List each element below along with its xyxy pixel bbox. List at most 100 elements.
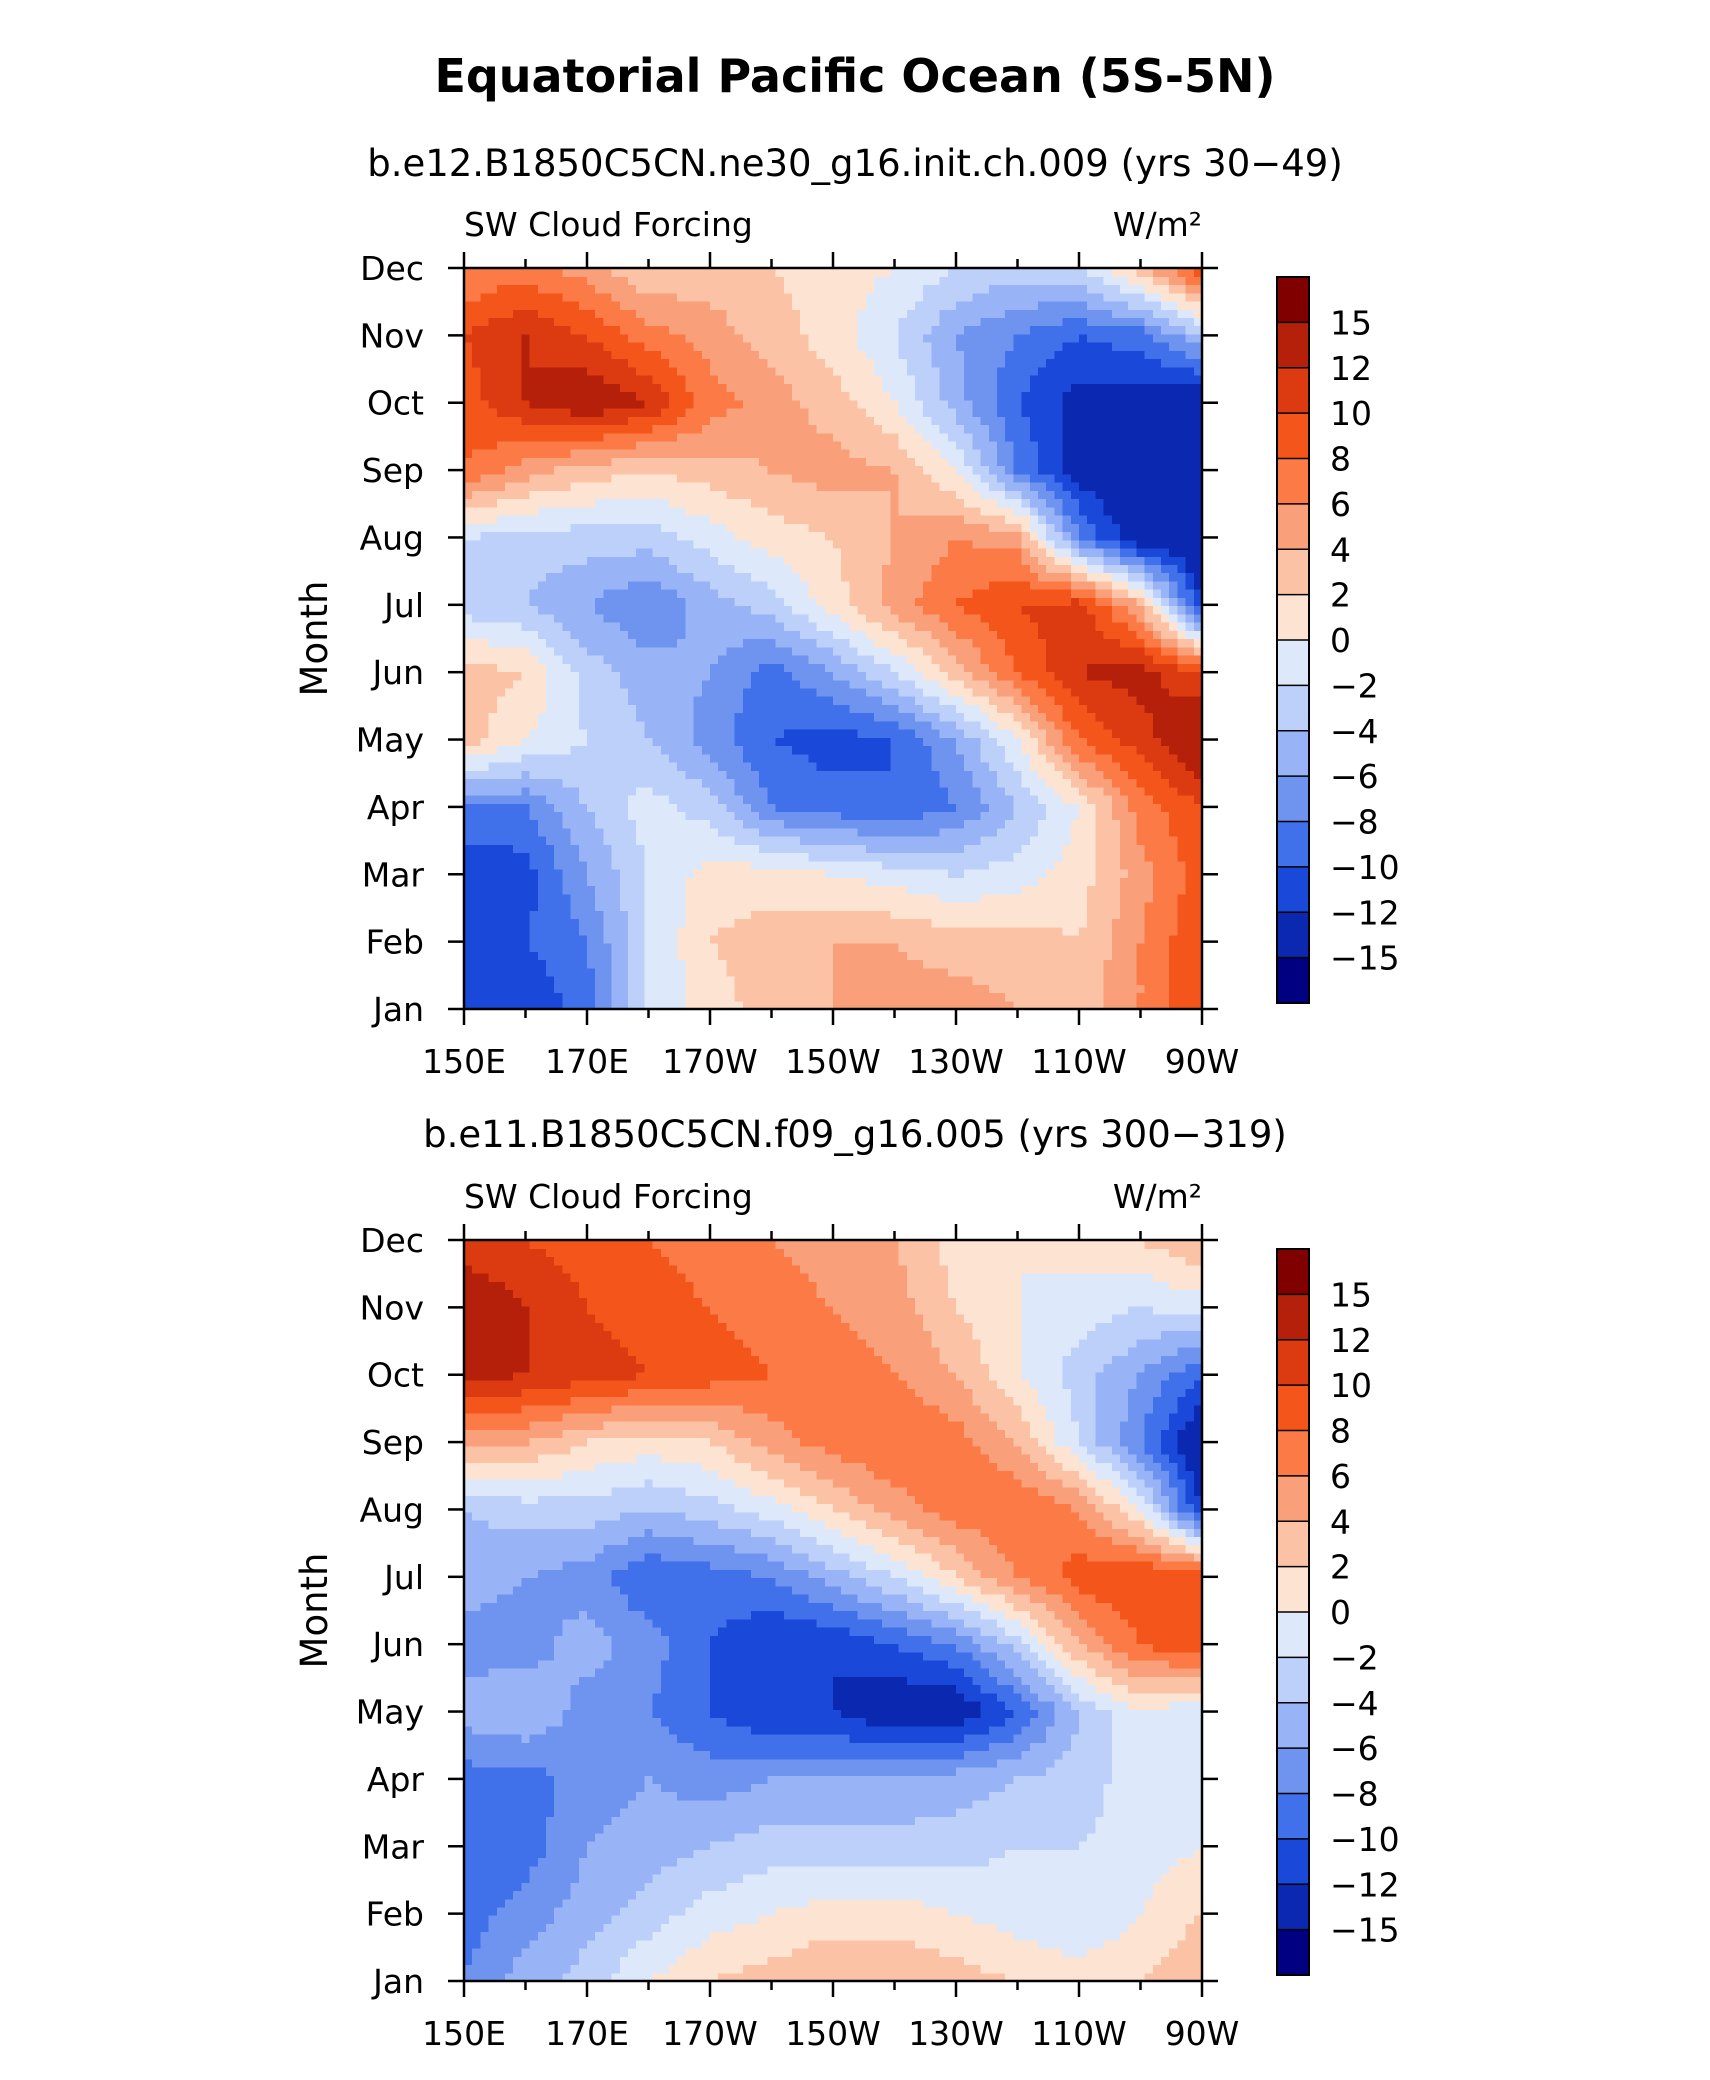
heatmap-cell xyxy=(472,877,481,887)
heatmap-cell xyxy=(767,696,777,705)
heatmap-cell xyxy=(972,910,982,920)
heatmap-cell xyxy=(800,934,809,944)
heatmap-cell xyxy=(1161,679,1170,689)
heatmap-cell xyxy=(956,819,965,829)
heatmap-cell xyxy=(841,654,850,664)
heatmap-cell xyxy=(742,943,752,952)
heatmap-cell xyxy=(513,901,522,911)
heatmap-cell xyxy=(1169,613,1178,623)
heatmap-cell xyxy=(464,687,473,697)
heatmap-cell xyxy=(775,836,785,845)
heatmap-cell xyxy=(800,572,809,582)
heatmap-cell xyxy=(685,827,695,837)
heatmap-cell xyxy=(464,959,473,969)
heatmap-cell xyxy=(1177,564,1187,574)
heatmap-cell xyxy=(874,671,883,681)
heatmap-cell xyxy=(1046,869,1055,878)
heatmap-cell xyxy=(956,704,965,714)
heatmap-cell xyxy=(578,893,588,903)
heatmap-cell xyxy=(792,572,801,582)
heatmap-cell xyxy=(783,844,793,854)
heatmap-cell xyxy=(595,547,604,557)
heatmap-cell xyxy=(562,803,572,812)
heatmap-cell xyxy=(906,910,916,920)
heatmap-cell xyxy=(1029,687,1039,697)
heatmap-cell xyxy=(980,613,990,623)
heatmap-cell xyxy=(816,572,826,582)
heatmap-cell xyxy=(972,934,982,944)
heatmap-cell xyxy=(464,951,473,961)
heatmap-cell xyxy=(972,622,982,631)
heatmap-cell xyxy=(505,712,514,722)
heatmap-cell xyxy=(1029,696,1039,705)
heatmap-cell xyxy=(808,803,818,812)
heatmap-cell xyxy=(1087,811,1096,821)
heatmap-cell xyxy=(759,992,768,1002)
heatmap-cell xyxy=(578,827,588,837)
heatmap-cell xyxy=(997,918,1006,928)
heatmap-cell xyxy=(980,984,990,994)
heatmap-cell xyxy=(710,844,719,854)
heatmap-cell xyxy=(611,910,621,920)
heatmap-cell xyxy=(1161,992,1170,1002)
heatmap-cell xyxy=(890,778,900,788)
heatmap-cell xyxy=(1095,564,1105,574)
heatmap-cell xyxy=(1021,712,1031,722)
heatmap-cell xyxy=(1169,967,1178,977)
heatmap-cell xyxy=(841,597,850,607)
heatmap-cell xyxy=(1095,589,1105,598)
heatmap-cell xyxy=(1038,589,1047,598)
heatmap-cell xyxy=(1144,819,1154,829)
heatmap-cell xyxy=(956,984,965,994)
heatmap-cell xyxy=(488,1000,498,1010)
heatmap-cell xyxy=(1046,597,1055,607)
heatmap-cell xyxy=(865,1000,875,1010)
heatmap-cell xyxy=(964,704,973,714)
heatmap-cell xyxy=(570,679,580,689)
heatmap-cell xyxy=(742,819,752,829)
heatmap-cell xyxy=(660,663,670,673)
heatmap-cell xyxy=(710,638,719,648)
heatmap-cell xyxy=(1062,687,1072,697)
heatmap-cell xyxy=(1062,696,1072,705)
heatmap-cell xyxy=(505,803,514,812)
heatmap-cell xyxy=(603,959,613,969)
heatmap-cell xyxy=(833,638,842,648)
heatmap-cell xyxy=(1013,720,1023,730)
heatmap-cell xyxy=(1111,712,1121,722)
heatmap-cell xyxy=(472,572,481,582)
heatmap-cell xyxy=(939,976,949,985)
heatmap-cell xyxy=(1136,778,1146,788)
heatmap-cell xyxy=(972,852,982,862)
heatmap-cell xyxy=(505,786,514,796)
heatmap-cell xyxy=(874,885,883,895)
heatmap-cell xyxy=(1062,572,1072,582)
heatmap-cell xyxy=(1062,803,1072,812)
heatmap-cell xyxy=(1193,819,1203,829)
heatmap-cell xyxy=(1144,572,1154,582)
heatmap-cell xyxy=(1152,580,1162,590)
heatmap-cell xyxy=(882,901,891,911)
heatmap-cell xyxy=(636,663,645,673)
heatmap-cell xyxy=(472,729,481,738)
heatmap-cell xyxy=(505,934,514,944)
heatmap-cell xyxy=(759,976,768,985)
heatmap-cell xyxy=(792,811,801,821)
heatmap-cell xyxy=(857,671,867,681)
heatmap-cell xyxy=(718,737,727,747)
heatmap-cell xyxy=(1021,753,1031,763)
heatmap-cell xyxy=(956,877,965,887)
heatmap-cell xyxy=(513,926,522,936)
heatmap-cell xyxy=(1070,910,1080,920)
heatmap-cell xyxy=(1087,605,1096,615)
heatmap-cell xyxy=(464,877,473,887)
heatmap-cell xyxy=(841,712,850,722)
heatmap-cell xyxy=(1070,951,1080,961)
heatmap-cell xyxy=(841,589,850,598)
heatmap-cell xyxy=(595,934,604,944)
heatmap-cell xyxy=(1029,984,1039,994)
heatmap-cell xyxy=(726,720,736,730)
heatmap-cell xyxy=(1070,663,1080,673)
heatmap-cell xyxy=(726,910,736,920)
heatmap-cell xyxy=(570,589,580,598)
